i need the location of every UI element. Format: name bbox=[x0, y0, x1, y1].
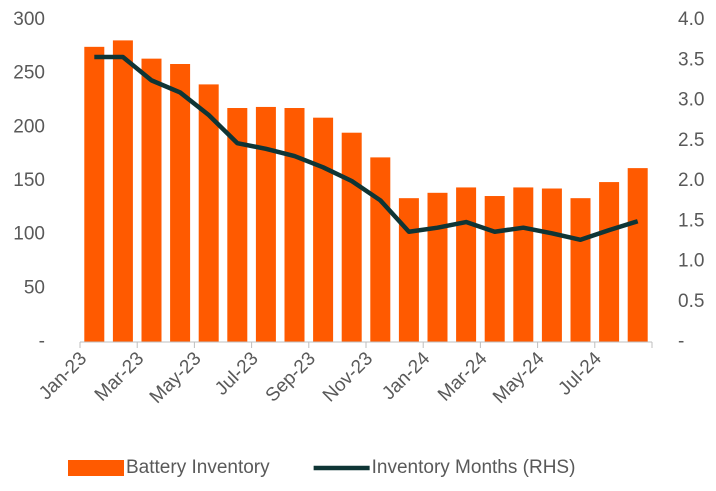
y2-tick-label: 4.0 bbox=[678, 9, 704, 30]
bar bbox=[313, 117, 334, 342]
x-tick-label: Sep-23 bbox=[262, 348, 320, 406]
x-tick-label: Jan-23 bbox=[35, 348, 91, 404]
y-tick-label: 250 bbox=[13, 63, 45, 84]
x-tick-label: Jul-23 bbox=[211, 348, 262, 399]
y2-tick-label: 3.0 bbox=[678, 90, 704, 111]
y2-tick-label: - bbox=[678, 331, 684, 352]
x-tick-label: Jul-24 bbox=[554, 348, 606, 400]
bar bbox=[398, 198, 419, 342]
line bbox=[94, 54, 639, 243]
bar bbox=[255, 106, 276, 342]
x-tick-label: Mar-24 bbox=[434, 348, 492, 406]
x-tick-label: Nov-23 bbox=[319, 348, 377, 406]
y-tick-label: 200 bbox=[13, 116, 45, 137]
x-tick-label: Jan-24 bbox=[378, 348, 434, 404]
y-tick-label: - bbox=[39, 331, 45, 352]
y2-tick-label: 3.5 bbox=[678, 49, 704, 70]
x-tick-label: May-24 bbox=[489, 348, 549, 408]
bar bbox=[84, 46, 105, 342]
bar bbox=[227, 108, 248, 342]
legend-swatch bbox=[68, 460, 124, 476]
bar bbox=[112, 40, 133, 342]
y2-tick-label: 2.0 bbox=[678, 170, 704, 191]
y-tick-label: 300 bbox=[13, 9, 45, 30]
bar bbox=[170, 64, 191, 343]
bar bbox=[341, 132, 362, 342]
bar bbox=[284, 108, 305, 342]
bar bbox=[599, 182, 620, 342]
y2-tick-label: 1.0 bbox=[678, 251, 704, 272]
y-tick-label: 100 bbox=[13, 224, 45, 245]
y-tick-label: 50 bbox=[24, 277, 45, 298]
bar bbox=[541, 188, 562, 342]
y2-tick-label: 0.5 bbox=[678, 291, 704, 312]
bar bbox=[370, 157, 391, 342]
y-tick-label: 150 bbox=[13, 170, 45, 191]
x-tick-label: Mar-23 bbox=[91, 348, 148, 405]
bar bbox=[627, 168, 648, 342]
bar bbox=[427, 192, 448, 342]
bar bbox=[456, 187, 477, 342]
bar bbox=[141, 58, 162, 342]
bar bbox=[513, 187, 534, 342]
y2-tick-label: 1.5 bbox=[678, 210, 704, 231]
bar bbox=[570, 198, 591, 342]
legend-label: Inventory Months (RHS) bbox=[372, 457, 576, 478]
legend-label: Battery Inventory bbox=[126, 457, 270, 478]
bar bbox=[198, 84, 219, 343]
x-tick-label: May-23 bbox=[146, 348, 206, 408]
bar bbox=[484, 196, 505, 342]
y2-tick-label: 2.5 bbox=[678, 130, 704, 151]
